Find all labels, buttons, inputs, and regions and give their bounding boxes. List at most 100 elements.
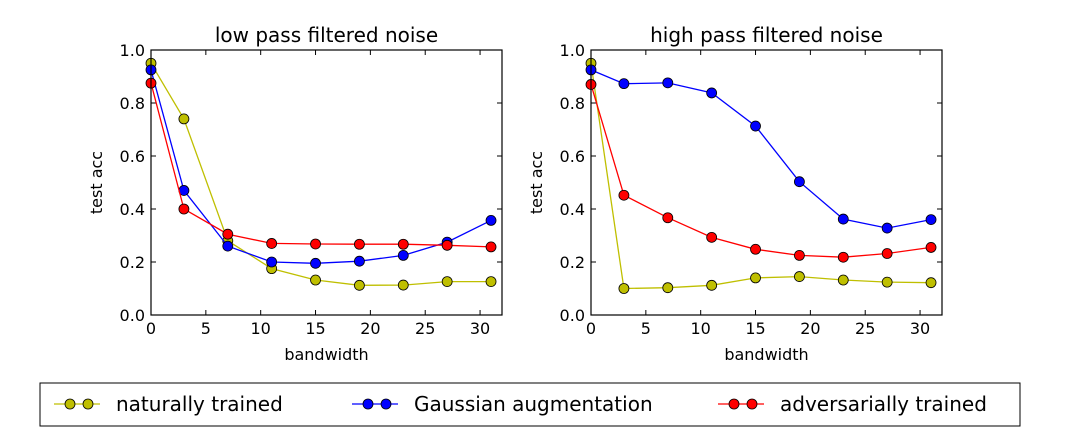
data-point	[750, 243, 761, 255]
data-point	[794, 271, 805, 282]
chart-title: low pass filtered noise	[215, 23, 438, 47]
data-point	[662, 212, 674, 224]
series-line-adversarial	[150, 82, 492, 248]
data-point	[750, 272, 761, 284]
data-point	[354, 255, 365, 267]
data-point	[837, 213, 849, 225]
y-tick-label: 0.6	[560, 147, 585, 166]
x-tick-label: 0	[586, 319, 596, 338]
data-point	[354, 238, 365, 250]
y-axis-label: test acc	[527, 151, 546, 214]
data-point	[178, 113, 190, 125]
data-point	[397, 238, 409, 250]
y-tick-label: 1.0	[120, 41, 145, 60]
legend-marker	[64, 398, 76, 410]
legend: naturally trained Gaussian augmentation ad…	[39, 382, 1021, 427]
chart-2: high pass filtered noise 0 5 10 15 20 25 30 0.0 0…	[527, 23, 943, 364]
data-point	[266, 238, 278, 249]
y-tick-label: 0.8	[560, 94, 585, 113]
x-axis-label: bandwidth	[724, 345, 808, 364]
data-point	[794, 249, 805, 261]
x-tick-label: 30	[470, 319, 490, 338]
y-tick-label: 0.8	[120, 94, 145, 113]
legend-marker	[380, 398, 392, 410]
x-axis-label: bandwidth	[284, 345, 368, 364]
data-point	[706, 87, 718, 99]
x-tick-label: 30	[910, 319, 930, 338]
data-point	[925, 277, 937, 289]
series-gaussian	[145, 64, 497, 269]
chart-title: high pass filtered noise	[650, 23, 883, 47]
y-tick-label: 0.0	[120, 306, 145, 325]
x-tick-label: 5	[201, 319, 211, 338]
plot-frame	[150, 49, 503, 316]
data-point	[354, 279, 365, 291]
data-point	[837, 274, 849, 286]
series-gaussian	[585, 64, 937, 234]
legend-entry-adversarial: adversarially trained	[718, 392, 987, 416]
chart-1: low pass filtered noise 0 5 10 15 20 25 30 0.0 0.…	[87, 23, 503, 364]
y-axis-label: test acc	[87, 151, 106, 214]
y-tick-label: 0.4	[560, 200, 585, 219]
data-point	[618, 283, 630, 294]
data-point	[662, 282, 674, 294]
legend-label: naturally trained	[116, 392, 283, 416]
x-tick-label: 15	[745, 319, 765, 338]
series-adversarial	[145, 77, 497, 253]
data-point	[618, 78, 630, 90]
series-adversarial	[585, 79, 937, 263]
data-point	[485, 214, 497, 226]
data-point	[222, 228, 234, 240]
series-natural	[145, 57, 497, 291]
y-tick-label: 0.6	[120, 147, 145, 166]
series-line-adversarial	[590, 84, 932, 258]
data-point	[837, 251, 849, 263]
data-point	[706, 279, 718, 291]
legend-entry-natural: naturally trained	[54, 392, 283, 416]
x-tick-label: 20	[360, 319, 380, 338]
y-tick-label: 0.0	[560, 306, 585, 325]
plot-frame	[590, 49, 943, 316]
legend-label: adversarially trained	[780, 392, 987, 416]
data-point	[881, 222, 893, 234]
x-tick-label: 0	[146, 319, 156, 338]
legend-marker	[82, 398, 94, 410]
x-tick-label: 20	[800, 319, 820, 338]
y-tick-label: 0.2	[120, 253, 145, 272]
data-point	[750, 120, 761, 132]
data-point	[925, 214, 937, 226]
data-point	[397, 279, 409, 291]
y-tick-label: 1.0	[560, 41, 585, 60]
legend-box	[39, 382, 1021, 427]
x-tick-label: 10	[691, 319, 711, 338]
data-point	[925, 242, 937, 253]
data-point	[881, 248, 893, 259]
legend-marker	[362, 398, 374, 410]
series-natural	[585, 57, 937, 294]
data-point	[485, 241, 497, 253]
x-tick-label: 5	[641, 319, 651, 338]
x-tick-label: 15	[305, 319, 325, 338]
x-tick-label: 25	[855, 319, 875, 338]
series-line-gaussian	[150, 69, 492, 264]
data-point	[397, 249, 409, 261]
series-line-natural	[150, 62, 491, 286]
data-point	[178, 203, 190, 215]
data-point	[485, 276, 497, 288]
data-point	[441, 239, 453, 251]
x-tick-label: 10	[251, 319, 271, 338]
data-point	[881, 276, 893, 288]
legend-marker	[728, 398, 740, 410]
data-point	[310, 238, 321, 250]
data-point	[794, 176, 805, 188]
legend-entry-gaussian: Gaussian augmentation	[352, 392, 653, 416]
data-point	[662, 77, 674, 89]
y-tick-label: 0.2	[560, 253, 585, 272]
data-point	[222, 240, 234, 252]
data-point	[266, 256, 278, 268]
x-tick-label: 25	[415, 319, 435, 338]
data-point	[618, 189, 630, 201]
data-point	[706, 231, 718, 243]
data-point	[441, 276, 453, 288]
